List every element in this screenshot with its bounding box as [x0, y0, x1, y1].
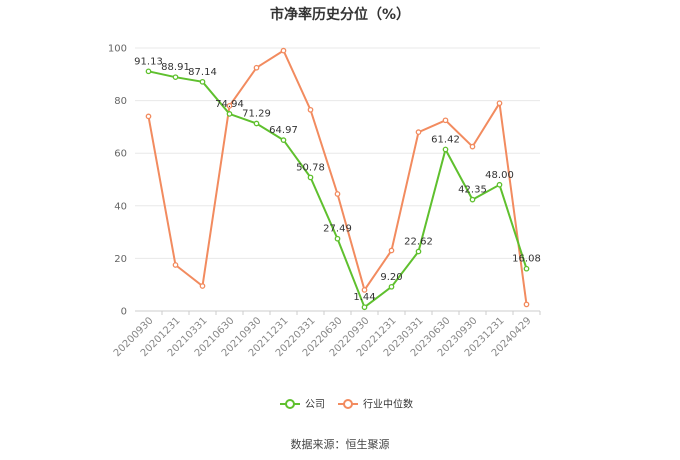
company-data-label: 71.29: [242, 109, 271, 120]
company-data-point: [415, 248, 422, 255]
company-data-point: [388, 283, 395, 290]
industry-median-data-point: [442, 117, 449, 124]
y-tick-label: 0: [121, 307, 127, 318]
industry-median-data-point: [334, 191, 341, 197]
company-data-point: [199, 78, 206, 85]
company-data-label: 1.44: [353, 292, 375, 303]
company-data-point: [226, 111, 233, 117]
industry-median-data-point: [199, 283, 206, 289]
y-tick-label: 20: [114, 254, 127, 265]
company-data-label: 64.97: [269, 125, 298, 136]
company-data-point: [307, 174, 314, 181]
company-data-label: 27.49: [323, 224, 352, 235]
industry-median-data-point: [280, 47, 287, 54]
chart-title: 市净率历史分位（%）: [269, 7, 411, 23]
industry-median-data-point: [415, 129, 422, 136]
industry-median-data-point: [226, 103, 233, 109]
company-data-point: [280, 137, 287, 143]
industry-median-data-point: [145, 113, 152, 120]
y-tick-label: 80: [114, 96, 127, 107]
y-tick-label: 40: [114, 201, 127, 212]
company-data-point: [145, 68, 152, 75]
industry-median-data-point: [361, 287, 368, 293]
data-source-note: 数据来源：恒生聚源: [290, 438, 390, 451]
company-data-label: 16.08: [512, 254, 541, 265]
company-data-label: 22.62: [404, 237, 433, 248]
y-tick-label: 100: [108, 44, 127, 55]
legend-company-label[interactable]: 公司: [305, 400, 325, 411]
company-data-label: 50.78: [296, 162, 325, 173]
company-data-point: [172, 74, 179, 81]
company-data-point: [361, 304, 368, 311]
company-data-label: 74.94: [215, 99, 244, 110]
industry-median-data-point: [496, 100, 503, 107]
company-data-label: 9.20: [380, 272, 402, 283]
company-data-label: 88.91: [161, 62, 190, 73]
industry-median-data-point: [523, 301, 530, 308]
legend-industry-median-marker[interactable]: [343, 399, 353, 409]
y-tick-label: 60: [114, 149, 127, 160]
company-data-point: [253, 120, 260, 127]
industry-median-data-point: [307, 106, 314, 113]
company-data-label: 87.14: [188, 67, 217, 78]
company-data-label: 42.35: [458, 185, 487, 196]
company-data-label: 91.13: [134, 56, 163, 67]
company-data-point: [496, 181, 503, 188]
industry-median-data-point: [388, 247, 395, 254]
company-data-point: [523, 265, 530, 272]
company-data-point: [442, 146, 449, 153]
industry-median-data-point: [253, 64, 260, 71]
legend-company-marker[interactable]: [285, 399, 295, 409]
company-data-point: [334, 235, 341, 242]
industry-median-series-line: [147, 49, 528, 305]
industry-median-data-point: [469, 143, 476, 150]
industry-median-data-point: [172, 262, 179, 268]
legend-industry-median-label[interactable]: 行业中位数: [363, 398, 413, 411]
company-data-point: [469, 196, 476, 203]
company-data-label: 61.42: [431, 134, 460, 145]
company-data-label: 48.00: [485, 170, 514, 181]
